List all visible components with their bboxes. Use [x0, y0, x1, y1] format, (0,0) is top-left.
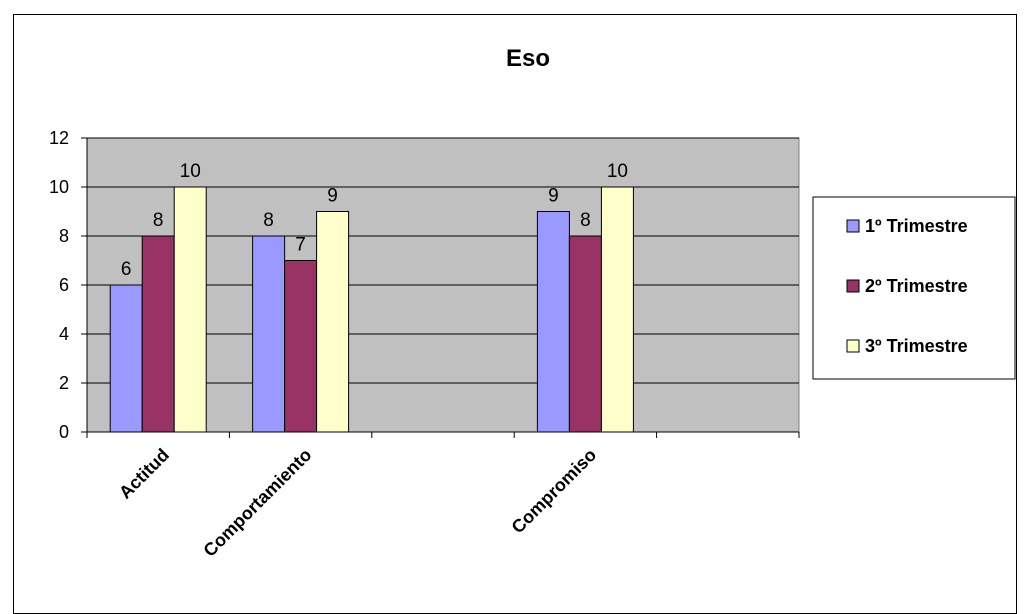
data-label: 10 [607, 161, 628, 182]
x-tick-label: Actitud [115, 445, 173, 503]
data-label: 8 [580, 210, 591, 231]
bar [252, 235, 286, 433]
bar [109, 284, 143, 433]
y-tick-label: 12 [49, 128, 69, 148]
bar [568, 235, 602, 433]
x-tick-label: Comportamiento [199, 445, 315, 561]
bar [284, 260, 318, 433]
data-label: 9 [327, 186, 338, 207]
data-label: 9 [548, 186, 559, 207]
data-label: 7 [295, 235, 306, 256]
data-label: 8 [153, 210, 164, 231]
bar [536, 211, 570, 433]
legend-swatch [846, 279, 860, 293]
bar [173, 186, 207, 433]
plot-area: 0246810126810Actitud879Comportamiento981… [49, 128, 800, 561]
bar [316, 211, 350, 433]
y-tick-label: 8 [59, 226, 69, 246]
legend-swatch [846, 339, 860, 353]
legend: 1º Trimestre 2º Trimestre 3º Trimestre [812, 196, 1016, 380]
y-tick-label: 2 [59, 373, 69, 393]
bar [600, 186, 634, 433]
y-tick-label: 10 [49, 177, 69, 197]
legend-label: 3º Trimestre [865, 336, 968, 356]
bar [141, 235, 175, 433]
data-label: 6 [121, 259, 132, 280]
chart-title: Eso [506, 45, 550, 72]
data-label: 8 [263, 210, 274, 231]
legend-swatch [846, 219, 860, 233]
x-tick-label: Compromiso [508, 445, 601, 538]
legend-label: 2º Trimestre [865, 276, 968, 296]
y-tick-label: 0 [59, 422, 69, 442]
y-tick-label: 6 [59, 275, 69, 295]
data-label: 10 [180, 161, 201, 182]
y-tick-label: 4 [59, 324, 69, 344]
legend-label: 1º Trimestre [865, 216, 968, 236]
